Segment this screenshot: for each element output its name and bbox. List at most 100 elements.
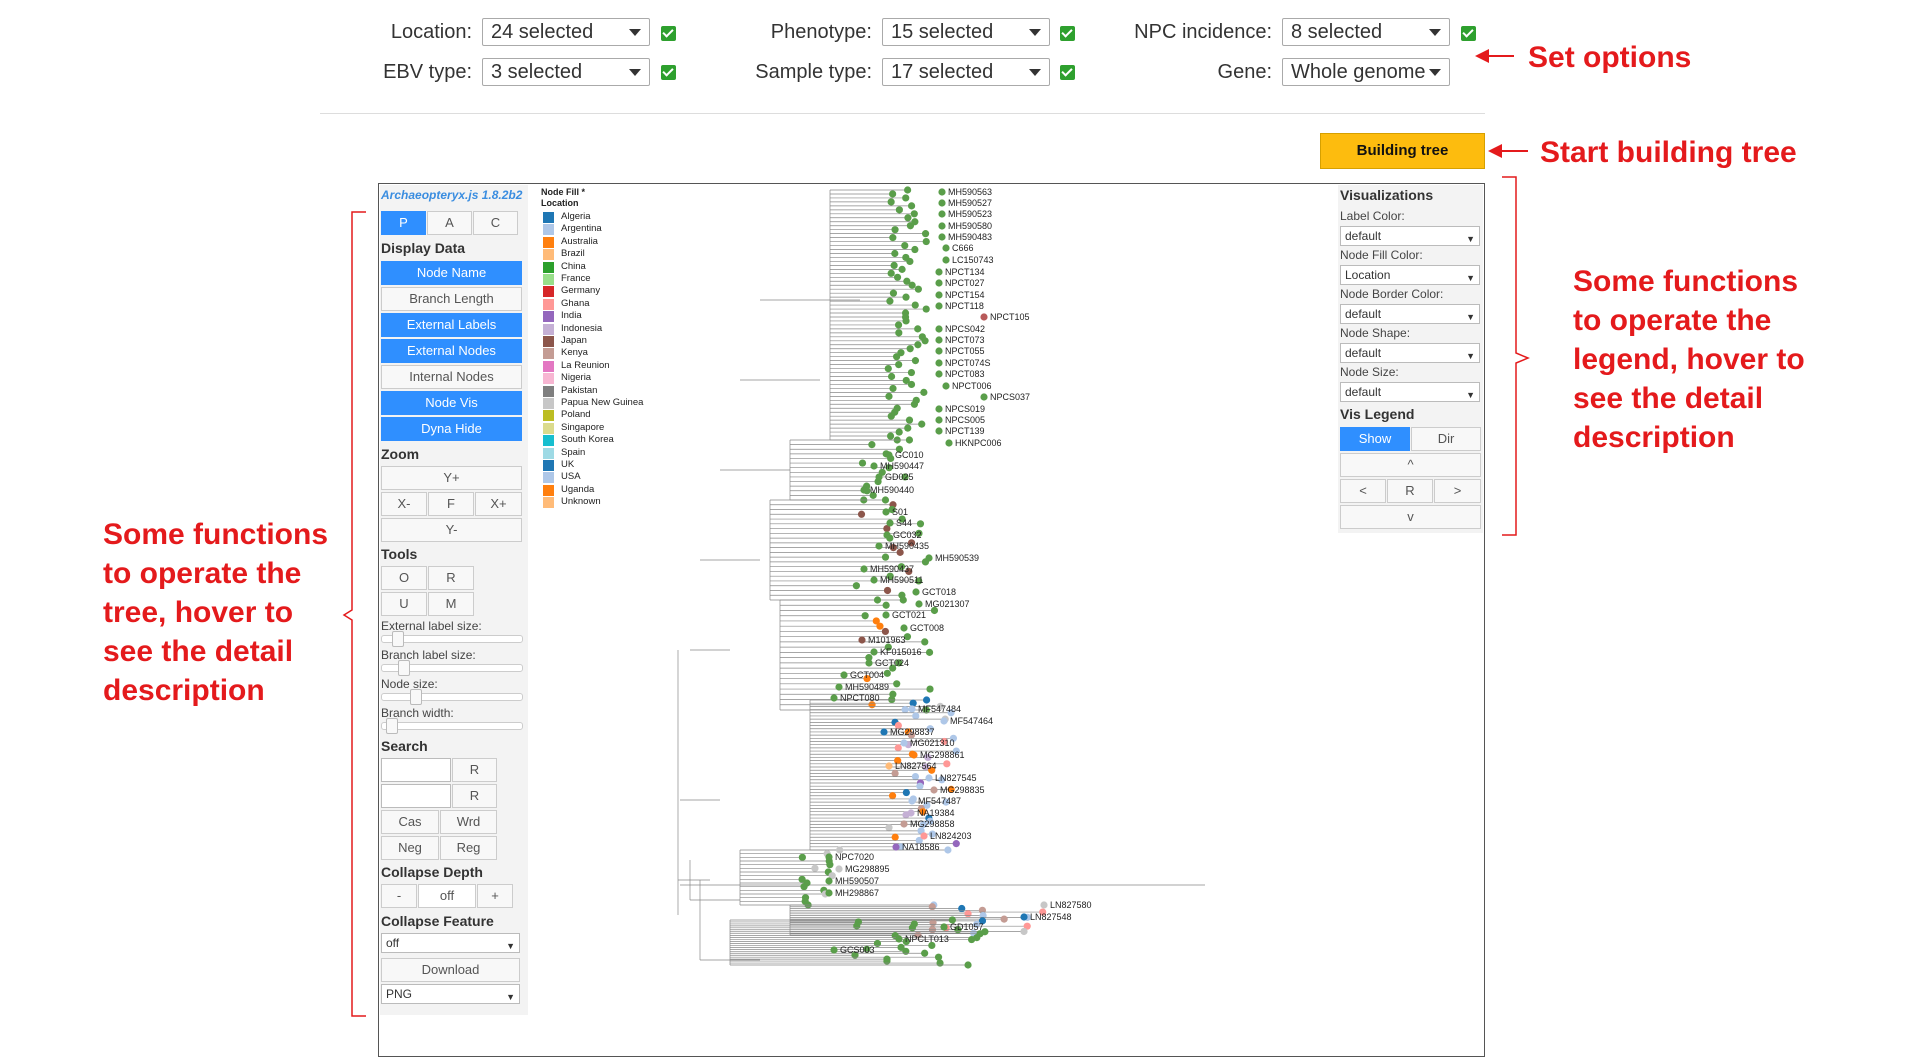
tab-c[interactable]: C	[473, 211, 518, 235]
collapse-feature-select[interactable]: off ▼	[381, 933, 520, 953]
tree-node[interactable]	[922, 237, 930, 246]
tree-node[interactable]	[886, 572, 894, 580]
tree-node[interactable]	[881, 496, 890, 504]
tree-leaf-label[interactable]: GD1057	[950, 922, 984, 932]
tree-node[interactable]	[911, 772, 920, 781]
tree-node[interactable]	[873, 596, 882, 604]
tree-node[interactable]	[919, 820, 927, 829]
tree-node[interactable]	[921, 638, 929, 646]
tree-node[interactable]	[896, 548, 904, 556]
tree-node[interactable]	[870, 648, 878, 656]
tree-node[interactable]	[811, 864, 819, 872]
tree-node[interactable]	[935, 370, 943, 378]
tree-node[interactable]	[863, 674, 871, 683]
tree-node[interactable]	[890, 261, 898, 269]
tree-node[interactable]	[921, 949, 929, 957]
tree-node[interactable]	[800, 883, 808, 891]
tree-node[interactable]	[865, 654, 873, 662]
tree-node[interactable]	[894, 744, 902, 752]
tree-node[interactable]	[924, 753, 932, 762]
tree-node[interactable]	[904, 214, 912, 222]
tree-node[interactable]	[978, 917, 987, 925]
tree-node[interactable]	[952, 840, 960, 848]
tree-leaf-label[interactable]: LC150743	[952, 255, 994, 265]
tree-node[interactable]	[826, 861, 834, 869]
tree-leaf-label[interactable]: NPCT083	[945, 369, 985, 379]
search-word-button[interactable]: Wrd	[440, 810, 497, 834]
ebv-type-select[interactable]: 3 selected	[482, 58, 650, 86]
tree-node[interactable]	[909, 699, 917, 707]
tree-leaf-label[interactable]: GCT018	[922, 587, 956, 597]
tree-node[interactable]	[920, 832, 928, 840]
tree-node[interactable]	[886, 297, 894, 305]
search-reset-1-button[interactable]: R	[452, 758, 497, 782]
legend-down-button[interactable]: v	[1340, 505, 1481, 529]
tree-node[interactable]	[830, 946, 838, 954]
display-internal-nodes-button[interactable]: Internal Nodes	[381, 365, 522, 389]
slider-handle[interactable]	[410, 689, 422, 705]
tree-node[interactable]	[902, 376, 910, 385]
tree-node[interactable]	[886, 519, 894, 527]
tree-leaf-label[interactable]: MG021307	[925, 599, 970, 609]
download-format-select[interactable]: PNG ▼	[381, 984, 520, 1004]
tree-leaf-label[interactable]: LN824203	[930, 831, 972, 841]
tree-node[interactable]	[903, 277, 911, 285]
tree-leaf-label[interactable]: MH590511	[880, 575, 923, 585]
tree-node[interactable]	[888, 505, 896, 514]
tree-node[interactable]	[891, 769, 899, 778]
tree-node[interactable]	[938, 199, 946, 207]
tree-node[interactable]	[907, 539, 916, 547]
tree-node[interactable]	[853, 922, 861, 930]
tree-node[interactable]	[897, 943, 905, 951]
tree-node[interactable]	[895, 659, 903, 667]
tree-node[interactable]	[885, 762, 893, 770]
ebv-type-checkbox[interactable]	[661, 65, 676, 80]
tree-node[interactable]	[938, 210, 946, 218]
tree-node[interactable]	[1000, 915, 1008, 923]
tree-node[interactable]	[903, 633, 912, 641]
tree-node[interactable]	[905, 436, 914, 444]
tree-node[interactable]	[873, 939, 882, 948]
tree-node[interactable]	[916, 782, 924, 790]
tree-node[interactable]	[914, 285, 922, 293]
tree-node[interactable]	[947, 709, 955, 717]
tree-leaf-label[interactable]: NPCS005	[945, 415, 985, 425]
phenotype-checkbox[interactable]	[1060, 26, 1075, 41]
tree-node[interactable]	[895, 206, 903, 214]
tree-leaf-label[interactable]: MH590539	[935, 553, 979, 563]
tree-leaf-label[interactable]: LN827564	[895, 761, 937, 771]
tree-node[interactable]	[898, 515, 906, 523]
tree-node[interactable]	[943, 760, 951, 768]
tree-node[interactable]	[857, 510, 866, 518]
tree-leaf-label[interactable]: MH590580	[948, 221, 992, 231]
tree-node[interactable]	[980, 313, 988, 321]
tree-node[interactable]	[926, 685, 934, 693]
tree-node[interactable]	[918, 420, 926, 428]
tree-node[interactable]	[901, 705, 909, 714]
tree-node[interactable]	[904, 424, 912, 432]
tree-leaf-label[interactable]: NPCT027	[945, 278, 985, 288]
tree-leaf-label[interactable]: MG298895	[845, 864, 890, 874]
tree-node[interactable]	[891, 226, 899, 234]
tree-leaf-label[interactable]: NPCT118	[945, 301, 984, 311]
tree-leaf-label[interactable]: GCT024	[875, 658, 909, 668]
tree-leaf-label[interactable]: NA19384	[917, 808, 955, 818]
tree-node[interactable]	[889, 234, 897, 242]
legend-left-button[interactable]: <	[1340, 479, 1386, 503]
tree-node[interactable]	[942, 798, 950, 806]
tree-node[interactable]	[882, 611, 890, 619]
tree-node[interactable]	[902, 317, 910, 325]
tree-leaf-label[interactable]: NPCT080	[840, 693, 880, 703]
tree-node[interactable]	[894, 721, 902, 730]
tree-node[interactable]	[865, 659, 873, 667]
tree-node[interactable]	[898, 265, 906, 273]
tree-node[interactable]	[894, 321, 903, 329]
tree-node[interactable]	[904, 186, 912, 194]
location-checkbox[interactable]	[661, 26, 676, 41]
search-regex-button[interactable]: Reg	[440, 836, 497, 860]
tree-node[interactable]	[883, 524, 891, 533]
tree-node[interactable]	[893, 353, 901, 361]
tree-node[interactable]	[891, 833, 899, 841]
tree-leaf-label[interactable]: MH590435	[885, 541, 929, 551]
tree-node[interactable]	[911, 301, 919, 309]
